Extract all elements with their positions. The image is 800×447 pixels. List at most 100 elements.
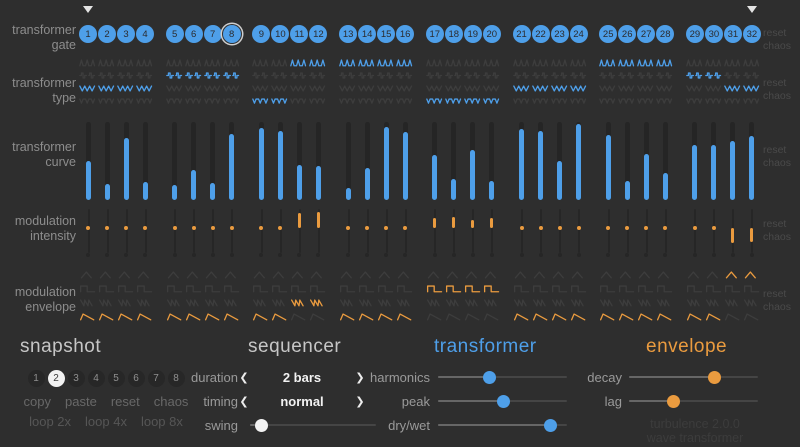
intensity-slider-23[interactable] bbox=[557, 209, 562, 257]
pulse-wave-icon[interactable] bbox=[656, 69, 674, 82]
gate-step-9[interactable]: 9 bbox=[252, 25, 271, 43]
saw-env-icon[interactable] bbox=[483, 309, 501, 323]
ramps-env-icon[interactable] bbox=[117, 295, 135, 309]
zigzag-wave-icon[interactable] bbox=[79, 82, 97, 95]
ramps-env-icon[interactable] bbox=[551, 295, 569, 309]
square-env-icon[interactable] bbox=[426, 281, 444, 295]
snapshot-action-chaos[interactable]: chaos bbox=[153, 394, 189, 409]
ramps-env-icon[interactable] bbox=[426, 295, 444, 309]
curve-slider-30[interactable] bbox=[711, 122, 717, 200]
snapshot-slot-5[interactable]: 5 bbox=[107, 370, 125, 387]
pulse-wave-icon[interactable] bbox=[358, 69, 376, 82]
saw-env-icon[interactable] bbox=[136, 309, 154, 323]
saw-env-icon[interactable] bbox=[117, 309, 135, 323]
pulse-wave-icon[interactable] bbox=[252, 69, 270, 82]
triangle-env-icon[interactable] bbox=[705, 267, 723, 281]
timing-value[interactable]: normal bbox=[280, 393, 324, 409]
intensity-slider-20[interactable] bbox=[489, 209, 494, 257]
zigzag-wave-icon[interactable] bbox=[204, 82, 222, 95]
intensity-slider-3[interactable] bbox=[124, 209, 128, 257]
saw-env-icon[interactable] bbox=[551, 309, 569, 323]
ramps-env-icon[interactable] bbox=[656, 295, 674, 309]
gate-step-12[interactable]: 12 bbox=[309, 25, 328, 43]
curve-slider-22[interactable] bbox=[538, 122, 544, 200]
curve-slider-25[interactable] bbox=[605, 122, 611, 200]
valley-wave-icon[interactable] bbox=[339, 95, 357, 108]
intensity-slider-22[interactable] bbox=[538, 209, 543, 257]
triangle-env-icon[interactable] bbox=[686, 267, 704, 281]
pulse-wave-icon[interactable] bbox=[79, 69, 97, 82]
gate-step-30[interactable]: 30 bbox=[704, 25, 723, 43]
pulse-wave-icon[interactable] bbox=[618, 69, 636, 82]
zigzag-wave-icon[interactable] bbox=[185, 82, 203, 95]
intensity-slider-27[interactable] bbox=[644, 209, 649, 257]
square-env-icon[interactable] bbox=[396, 281, 414, 295]
pulse-wave-icon[interactable] bbox=[166, 69, 184, 82]
valley-wave-icon[interactable] bbox=[79, 95, 97, 108]
ramps-env-icon[interactable] bbox=[705, 295, 723, 309]
valley-wave-icon[interactable] bbox=[532, 95, 550, 108]
ramps-env-icon[interactable] bbox=[271, 295, 289, 309]
curve-slider-32[interactable] bbox=[749, 122, 755, 200]
triangle-env-icon[interactable] bbox=[290, 267, 308, 281]
valley-wave-icon[interactable] bbox=[185, 95, 203, 108]
saw-env-icon[interactable] bbox=[599, 309, 617, 323]
ramps-env-icon[interactable] bbox=[98, 295, 116, 309]
triangle-env-icon[interactable] bbox=[166, 267, 184, 281]
square-env-icon[interactable] bbox=[117, 281, 135, 295]
ramps-env-icon[interactable] bbox=[513, 295, 531, 309]
curve-slider-15[interactable] bbox=[383, 122, 389, 200]
pulse-wave-icon[interactable] bbox=[551, 69, 569, 82]
pulse-wave-icon[interactable] bbox=[117, 69, 135, 82]
spikes-wave-icon[interactable] bbox=[396, 56, 414, 69]
saw-env-icon[interactable] bbox=[532, 309, 550, 323]
curve-slider-6[interactable] bbox=[191, 122, 197, 200]
ramps-env-icon[interactable] bbox=[570, 295, 588, 309]
ramps-env-icon[interactable] bbox=[136, 295, 154, 309]
pulse-wave-icon[interactable] bbox=[396, 69, 414, 82]
saw-env-icon[interactable] bbox=[309, 309, 327, 323]
pulse-wave-icon[interactable] bbox=[724, 69, 742, 82]
curve-slider-20[interactable] bbox=[489, 122, 495, 200]
type-reset-button[interactable]: reset bbox=[763, 77, 787, 89]
curve-slider-14[interactable] bbox=[364, 122, 370, 200]
valley-wave-icon[interactable] bbox=[637, 95, 655, 108]
triangle-env-icon[interactable] bbox=[204, 267, 222, 281]
spikes-wave-icon[interactable] bbox=[724, 56, 742, 69]
gate-step-16[interactable]: 16 bbox=[396, 25, 415, 43]
zigzag-wave-icon[interactable] bbox=[223, 82, 241, 95]
square-env-icon[interactable] bbox=[724, 281, 742, 295]
valley-wave-icon[interactable] bbox=[136, 95, 154, 108]
snapshot-slot-8[interactable]: 8 bbox=[167, 370, 185, 387]
saw-env-icon[interactable] bbox=[79, 309, 97, 323]
pulse-wave-icon[interactable] bbox=[464, 69, 482, 82]
gate-step-5[interactable]: 5 bbox=[165, 25, 184, 43]
valley-wave-icon[interactable] bbox=[656, 95, 674, 108]
ramps-env-icon[interactable] bbox=[464, 295, 482, 309]
spikes-wave-icon[interactable] bbox=[204, 56, 222, 69]
zigzag-wave-icon[interactable] bbox=[358, 82, 376, 95]
curve-slider-21[interactable] bbox=[519, 122, 525, 200]
spikes-wave-icon[interactable] bbox=[309, 56, 327, 69]
valley-wave-icon[interactable] bbox=[618, 95, 636, 108]
gate-step-4[interactable]: 4 bbox=[136, 25, 154, 43]
valley-wave-icon[interactable] bbox=[464, 95, 482, 108]
ramps-env-icon[interactable] bbox=[377, 295, 395, 309]
zigzag-wave-icon[interactable] bbox=[637, 82, 655, 95]
gate-step-8[interactable]: 8 bbox=[222, 25, 241, 43]
triangle-env-icon[interactable] bbox=[252, 267, 270, 281]
square-env-icon[interactable] bbox=[464, 281, 482, 295]
pulse-wave-icon[interactable] bbox=[705, 69, 723, 82]
intensity-slider-15[interactable] bbox=[384, 209, 389, 257]
zigzag-wave-icon[interactable] bbox=[339, 82, 357, 95]
duration-prev-button[interactable]: ❮ bbox=[239, 371, 249, 384]
triangle-env-icon[interactable] bbox=[637, 267, 655, 281]
pulse-wave-icon[interactable] bbox=[204, 69, 222, 82]
saw-env-icon[interactable] bbox=[223, 309, 241, 323]
curve-slider-3[interactable] bbox=[123, 122, 129, 200]
slider-knob[interactable] bbox=[497, 394, 511, 408]
triangle-env-icon[interactable] bbox=[271, 267, 289, 281]
intensity-slider-5[interactable] bbox=[172, 209, 177, 257]
valley-wave-icon[interactable] bbox=[551, 95, 569, 108]
intensity-reset-button[interactable]: reset bbox=[763, 218, 787, 230]
